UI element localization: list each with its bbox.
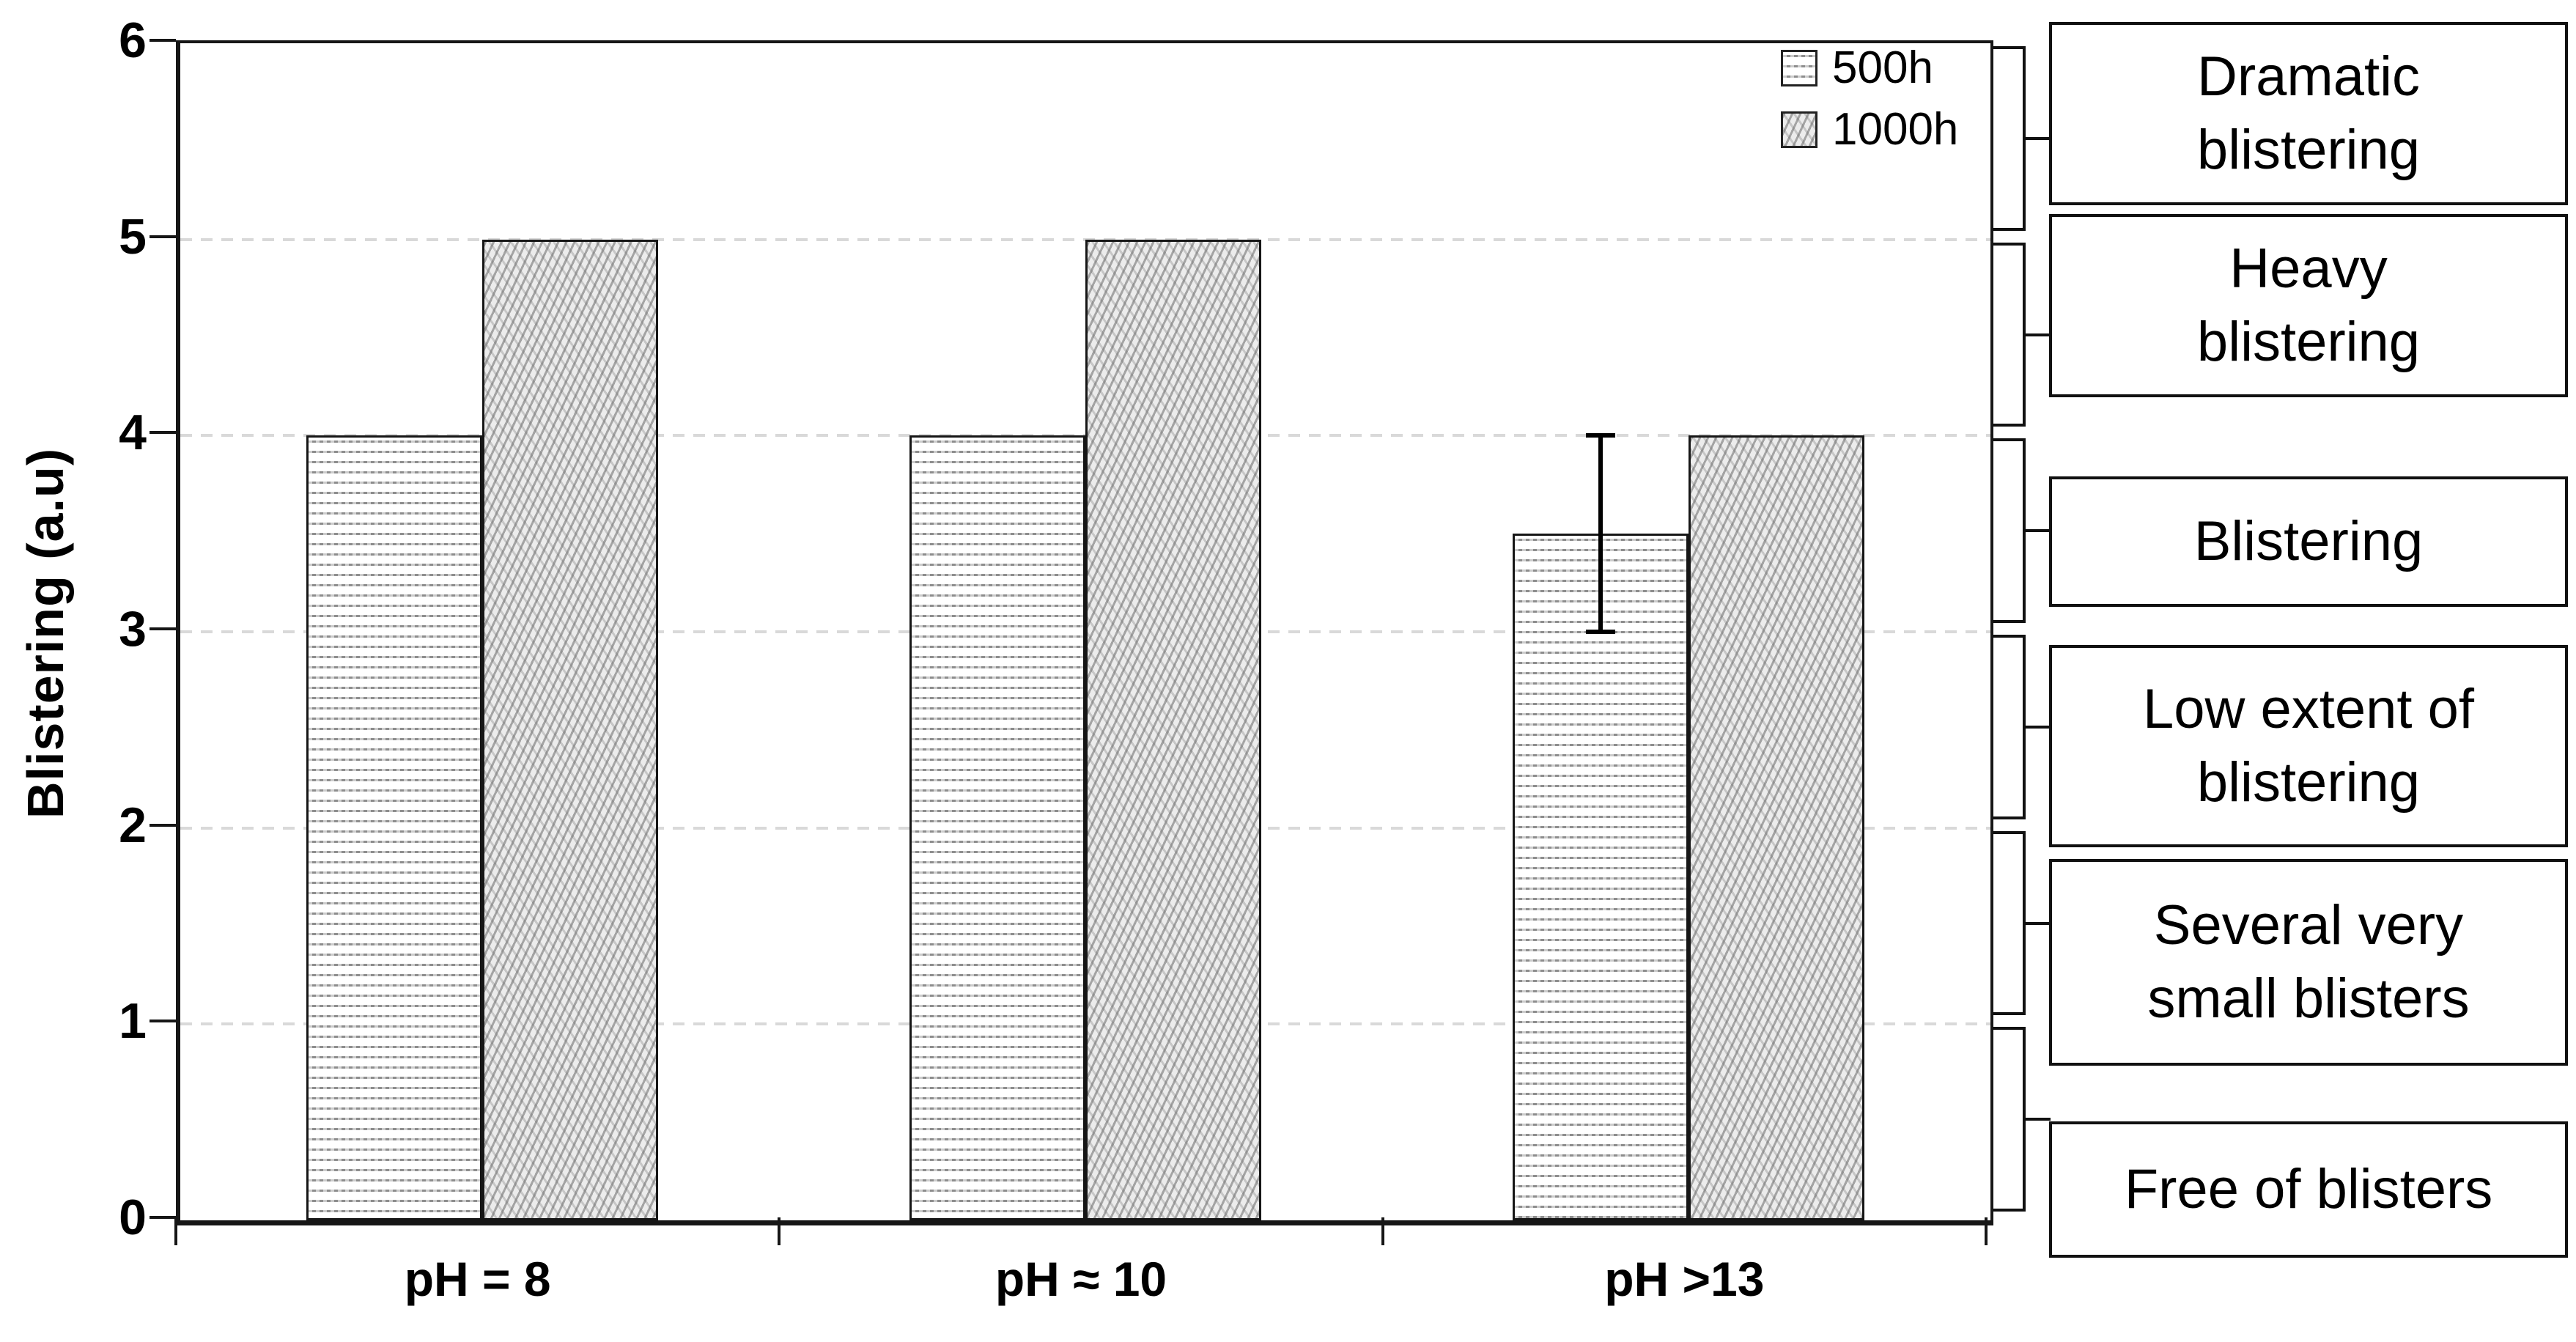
bar-500h-cat2	[1513, 534, 1689, 1220]
severity-box-dramatic-blistering: Dramatic blistering	[2049, 22, 2568, 205]
y-axis-tick-label-0: 0	[119, 1190, 147, 1245]
severity-box-heavy-blistering: Heavy blistering	[2049, 214, 2568, 397]
legend: 500h 1000h	[1781, 45, 1958, 152]
severity-bracket-band-0	[1993, 46, 2026, 231]
severity-bracket-tick-3	[2026, 725, 2051, 729]
y-axis-tick-1	[150, 1020, 176, 1023]
plot-area	[176, 40, 1993, 1225]
severity-bracket-tick-4	[2026, 921, 2051, 925]
error-bar-cap-bottom	[1586, 630, 1616, 634]
severity-bracket-band-2	[1993, 438, 2026, 623]
y-axis-tick-6	[150, 39, 176, 42]
legend-item-1000h: 1000h	[1781, 107, 1958, 152]
x-category-label-1: pH ≈ 10	[994, 1252, 1167, 1306]
legend-label-500h: 500h	[1832, 43, 1933, 93]
bar-500h-cat0	[306, 435, 482, 1220]
x-category-label-0: pH = 8	[404, 1252, 551, 1306]
severity-bracket-band-4	[1993, 830, 2026, 1016]
y-axis-tick-label-6: 6	[119, 12, 147, 68]
y-axis-tick-2	[150, 823, 176, 827]
severity-box-several-small: Several very small blisters	[2049, 859, 2568, 1066]
gridline-y5	[180, 237, 1990, 241]
bar-1000h-cat0	[481, 239, 658, 1220]
legend-swatch-500h-pattern-icon	[1781, 50, 1817, 86]
legend-item-500h: 500h	[1781, 45, 1958, 91]
legend-swatch-1000h-pattern-icon	[1781, 111, 1817, 148]
x-axis-tick-0	[174, 1217, 177, 1245]
error-bar-cap-top	[1586, 433, 1616, 438]
y-axis-tick-label-5: 5	[119, 208, 147, 265]
y-axis-tick-5	[150, 235, 176, 238]
severity-bracket-tick-2	[2026, 529, 2051, 533]
y-axis-tick-0	[150, 1216, 176, 1219]
x-axis-tick-3	[1985, 1217, 1988, 1245]
y-axis-tick-4	[150, 431, 176, 435]
bar-1000h-cat2	[1689, 435, 1865, 1220]
y-axis-tick-label-1: 1	[119, 993, 147, 1050]
severity-box-blistering: Blistering	[2049, 476, 2568, 607]
severity-bracket-band-5	[1993, 1027, 2026, 1212]
legend-label-1000h: 1000h	[1832, 104, 1959, 155]
severity-bracket-tick-0	[2026, 136, 2051, 140]
severity-box-low-extent: Low extent of blistering	[2049, 645, 2568, 847]
x-axis-tick-2	[1381, 1217, 1384, 1245]
bar-1000h-cat1	[1085, 239, 1261, 1220]
x-category-label-2: pH >13	[1604, 1252, 1765, 1306]
severity-bracket-band-1	[1993, 242, 2026, 427]
severity-bracket-band-3	[1993, 635, 2026, 819]
severity-bracket-tick-5	[2026, 1118, 2051, 1121]
y-axis-tick-label-2: 2	[119, 797, 147, 853]
y-axis-tick-label-3: 3	[119, 601, 147, 657]
severity-box-free-of-blisters: Free of blisters	[2049, 1121, 2568, 1258]
y-axis-tick-3	[150, 627, 176, 630]
y-axis-tick-label-4: 4	[119, 405, 147, 461]
severity-bracket-tick-1	[2026, 333, 2051, 336]
error-bar-line	[1598, 435, 1603, 632]
bar-500h-cat1	[909, 435, 1085, 1220]
x-axis-tick-1	[778, 1217, 781, 1245]
